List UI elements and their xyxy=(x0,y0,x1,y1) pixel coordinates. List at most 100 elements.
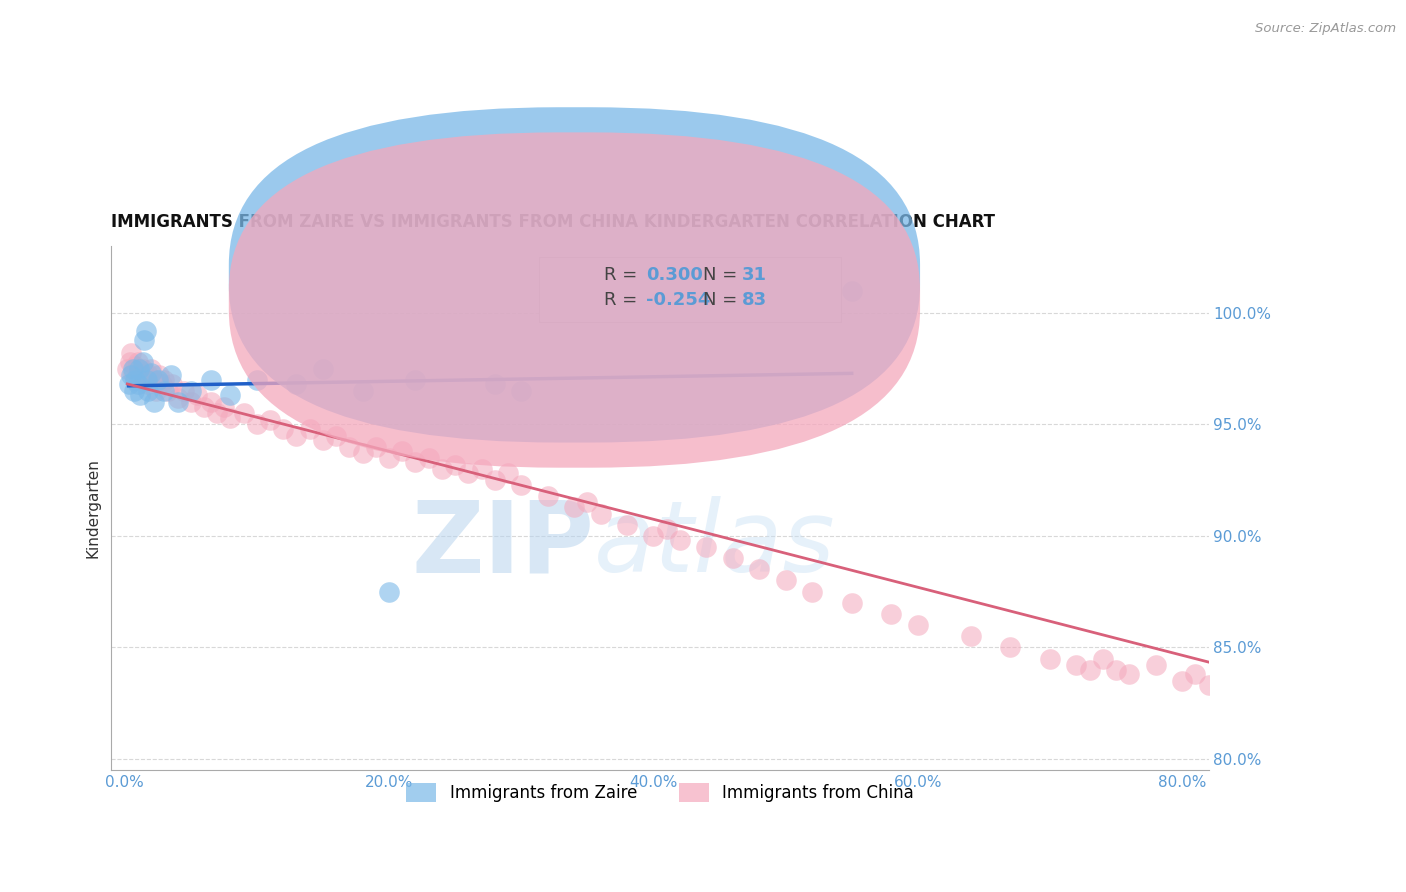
Point xyxy=(259,413,281,427)
Point xyxy=(132,361,155,376)
Point xyxy=(200,395,222,409)
Point xyxy=(510,477,533,491)
Point xyxy=(1078,663,1101,677)
Text: IMMIGRANTS FROM ZAIRE VS IMMIGRANTS FROM CHINA KINDERGARTEN CORRELATION CHART: IMMIGRANTS FROM ZAIRE VS IMMIGRANTS FROM… xyxy=(111,212,995,231)
Point xyxy=(352,446,374,460)
Point xyxy=(124,373,146,387)
Point xyxy=(748,562,770,576)
Text: 31: 31 xyxy=(742,266,768,284)
Point xyxy=(510,384,533,398)
Point xyxy=(121,361,143,376)
Point xyxy=(1105,663,1128,677)
Point xyxy=(562,500,585,514)
Point xyxy=(138,377,160,392)
FancyBboxPatch shape xyxy=(229,107,920,442)
Point xyxy=(695,540,717,554)
Point xyxy=(841,284,863,298)
Point xyxy=(129,388,152,402)
Point xyxy=(135,324,157,338)
Point xyxy=(120,368,142,383)
Point xyxy=(121,366,143,380)
Text: N =: N = xyxy=(703,291,742,309)
Point xyxy=(312,433,335,447)
Text: R =: R = xyxy=(605,291,643,309)
Point xyxy=(271,422,294,436)
Point xyxy=(142,373,165,387)
Point xyxy=(325,428,347,442)
Text: 83: 83 xyxy=(742,291,768,309)
Point xyxy=(160,368,183,383)
Point xyxy=(1000,640,1022,655)
Point xyxy=(1039,651,1062,665)
Point xyxy=(134,333,156,347)
Text: -0.254: -0.254 xyxy=(645,291,710,309)
Point xyxy=(118,355,141,369)
Legend: Immigrants from Zaire, Immigrants from China: Immigrants from Zaire, Immigrants from C… xyxy=(399,777,921,809)
Point xyxy=(166,391,188,405)
Point xyxy=(117,377,139,392)
Point xyxy=(180,395,202,409)
Point xyxy=(146,373,169,387)
Point xyxy=(138,384,160,398)
Point xyxy=(775,574,797,588)
Point xyxy=(153,384,176,398)
Text: R =: R = xyxy=(605,266,643,284)
Point xyxy=(907,618,929,632)
Point xyxy=(150,377,173,392)
Point xyxy=(173,384,195,398)
Point xyxy=(391,444,413,458)
Point xyxy=(124,359,146,374)
Point xyxy=(643,529,665,543)
Point xyxy=(1184,667,1206,681)
Point xyxy=(136,373,159,387)
Point xyxy=(616,517,638,532)
Point xyxy=(378,450,401,465)
FancyBboxPatch shape xyxy=(540,257,841,322)
Point xyxy=(655,522,678,536)
Point xyxy=(1171,673,1194,688)
Point xyxy=(180,384,202,398)
Point xyxy=(122,384,145,398)
Point xyxy=(285,428,308,442)
Text: 0.300: 0.300 xyxy=(645,266,703,284)
Point xyxy=(1223,673,1246,688)
Point xyxy=(801,584,824,599)
Point xyxy=(153,373,176,387)
Point xyxy=(219,388,242,402)
Point xyxy=(205,406,228,420)
Point xyxy=(127,355,149,369)
Point xyxy=(139,366,162,380)
Point xyxy=(232,406,254,420)
Point xyxy=(364,440,387,454)
Point xyxy=(1091,651,1114,665)
Point xyxy=(484,377,506,392)
Point xyxy=(721,551,744,566)
FancyBboxPatch shape xyxy=(229,132,920,467)
Point xyxy=(1198,678,1220,692)
Point xyxy=(1118,667,1140,681)
Point xyxy=(444,458,467,472)
Point xyxy=(212,400,235,414)
Y-axis label: Kindergarten: Kindergarten xyxy=(86,458,100,558)
Point xyxy=(880,607,903,621)
Point xyxy=(1066,658,1088,673)
Point xyxy=(430,462,453,476)
Point xyxy=(1303,690,1326,704)
Point xyxy=(132,355,155,369)
Point xyxy=(200,373,222,387)
Point xyxy=(959,629,981,643)
Point xyxy=(337,440,360,454)
Point xyxy=(537,489,560,503)
Point xyxy=(669,533,692,548)
Point xyxy=(418,450,440,465)
Point xyxy=(1144,658,1167,673)
Point xyxy=(145,384,167,398)
Point xyxy=(285,377,308,392)
Point xyxy=(120,346,142,360)
Point xyxy=(484,473,506,487)
Point xyxy=(117,361,139,376)
Point xyxy=(457,467,479,481)
Point xyxy=(160,377,183,392)
Point xyxy=(1277,678,1299,692)
Point xyxy=(166,395,188,409)
